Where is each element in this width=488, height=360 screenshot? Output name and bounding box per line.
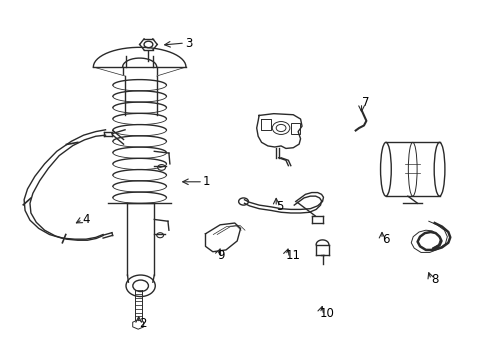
Text: 1: 1: [203, 175, 210, 188]
Text: 8: 8: [430, 273, 438, 286]
Text: 10: 10: [320, 307, 334, 320]
Text: 7: 7: [361, 96, 368, 109]
Bar: [291, 123, 300, 134]
Text: 3: 3: [184, 36, 192, 50]
Text: 11: 11: [285, 249, 300, 262]
Text: 6: 6: [381, 233, 389, 246]
Text: 4: 4: [82, 213, 90, 226]
Text: 9: 9: [217, 249, 224, 262]
Text: 5: 5: [276, 201, 283, 213]
Text: 2: 2: [139, 317, 146, 330]
